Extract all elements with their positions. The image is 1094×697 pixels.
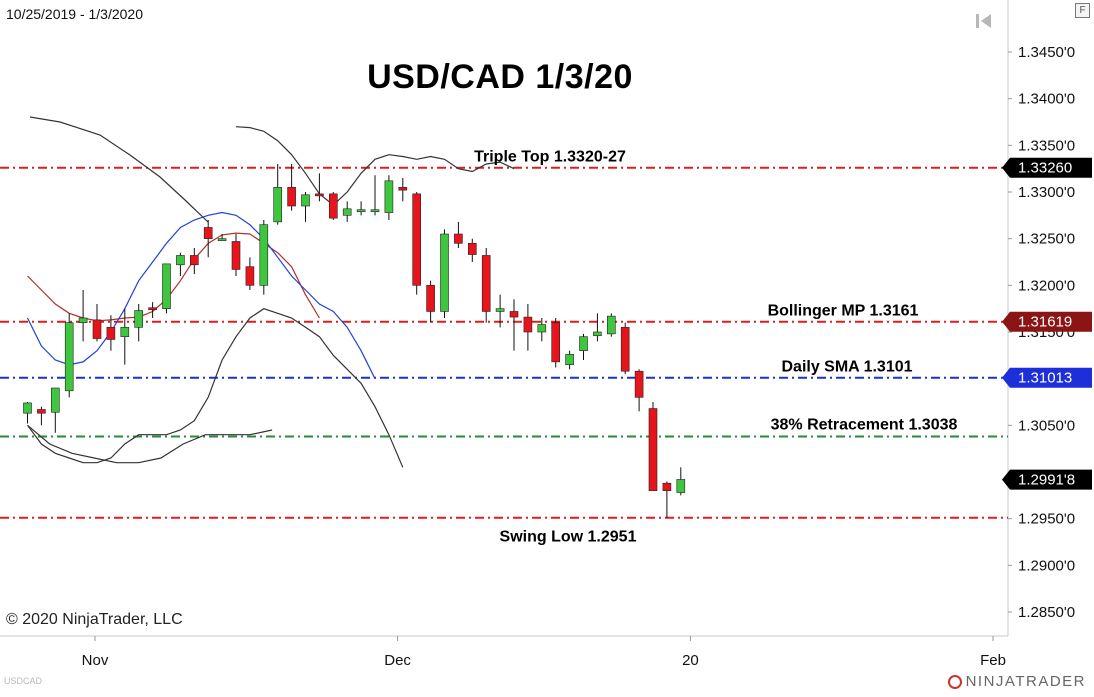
level-annotation: Triple Top 1.3320-27 bbox=[474, 149, 626, 166]
candle-body bbox=[315, 193, 324, 197]
candle-body bbox=[176, 255, 185, 266]
sma-line bbox=[26, 211, 376, 379]
y-tick-label: 1.3050'0 bbox=[1018, 417, 1075, 434]
x-tick-label: Feb bbox=[980, 652, 1006, 669]
y-tick-label: 1.3250'0 bbox=[1018, 231, 1075, 248]
ninjatrader-logo-icon bbox=[947, 674, 962, 689]
candle-body bbox=[634, 370, 644, 398]
candle-body bbox=[356, 209, 366, 213]
current-price-badge-label: 1.2991'8 bbox=[1018, 472, 1075, 489]
candle-body bbox=[551, 322, 561, 363]
candle-body bbox=[106, 327, 116, 340]
candle-body bbox=[398, 187, 408, 191]
y-tick-label: 1.2900'0 bbox=[1018, 557, 1075, 574]
candle-body bbox=[23, 402, 32, 414]
candle-body bbox=[64, 322, 74, 392]
candle-body bbox=[287, 187, 296, 207]
bollinger-lower-line bbox=[27, 308, 404, 468]
candle-body bbox=[259, 224, 269, 286]
candle-body bbox=[162, 263, 171, 309]
candle-body bbox=[509, 311, 519, 318]
candle-body bbox=[92, 319, 102, 339]
candle-body bbox=[454, 233, 463, 244]
instrument-label: USDCAD bbox=[4, 676, 43, 686]
candle-body bbox=[245, 266, 255, 286]
brand-logo: NINJATRADER bbox=[947, 673, 1086, 690]
candle-body bbox=[412, 193, 422, 286]
bollinger-upper-line bbox=[235, 126, 515, 206]
y-tick-label: 1.3450'0 bbox=[1018, 44, 1075, 61]
candle-body bbox=[50, 387, 60, 413]
level-price-badge-label: 1.33260 bbox=[1018, 160, 1072, 177]
candle-body bbox=[342, 208, 352, 216]
candle-body bbox=[78, 317, 88, 323]
candle-body bbox=[426, 285, 435, 312]
level-price-badge-label: 1.31013 bbox=[1018, 370, 1072, 387]
level-annotation: Bollinger MP 1.3161 bbox=[768, 303, 919, 320]
level-price-badge bbox=[1002, 157, 1092, 178]
candle-body bbox=[495, 308, 505, 312]
current-price-badge bbox=[1002, 469, 1092, 490]
candle-body bbox=[676, 479, 686, 493]
f-button[interactable]: F bbox=[1075, 3, 1090, 18]
y-tick-label: 1.2850'0 bbox=[1018, 604, 1075, 621]
candle-body bbox=[481, 255, 491, 312]
candle-body bbox=[523, 316, 533, 333]
x-tick-label: Nov bbox=[82, 652, 109, 669]
bollinger-mid-line bbox=[27, 232, 320, 322]
level-price-badge-label: 1.31619 bbox=[1018, 314, 1072, 331]
candle-body bbox=[134, 310, 143, 328]
candle-body bbox=[467, 243, 477, 255]
candle-body bbox=[120, 327, 130, 337]
candle-body bbox=[606, 315, 616, 335]
y-tick-label: 1.2950'0 bbox=[1018, 511, 1075, 528]
bollinger-lower-left-line bbox=[27, 424, 273, 464]
candle-body bbox=[217, 238, 227, 241]
candle-body bbox=[579, 336, 588, 351]
candle-body bbox=[37, 409, 46, 414]
level-annotation: 38% Retracement 1.3038 bbox=[771, 417, 958, 434]
y-tick-label: 1.3400'0 bbox=[1018, 91, 1075, 108]
candle-body bbox=[203, 227, 213, 239]
candle-body bbox=[370, 209, 380, 213]
brand-name: NINJATRADER bbox=[965, 673, 1086, 690]
level-price-badge bbox=[1002, 367, 1092, 388]
level-annotation: Daily SMA 1.3101 bbox=[781, 359, 912, 376]
candle-body bbox=[190, 255, 199, 266]
date-range: 10/25/2019 - 1/3/2020 bbox=[6, 6, 144, 22]
candle-body bbox=[565, 354, 574, 365]
candle-body bbox=[620, 327, 630, 372]
chart-title: USD/CAD 1/3/20 bbox=[367, 58, 633, 96]
copyright-notice: © 2020 NinjaTrader, LLC bbox=[6, 611, 183, 628]
candle-body bbox=[328, 193, 338, 219]
candle-body bbox=[273, 187, 283, 223]
y-tick-label: 1.3300'0 bbox=[1018, 184, 1075, 201]
candle-body bbox=[301, 194, 310, 207]
candle-body bbox=[384, 180, 394, 213]
candle-body bbox=[231, 241, 241, 270]
candle-body bbox=[662, 482, 672, 491]
candle-body bbox=[440, 233, 449, 312]
candle-body bbox=[537, 324, 547, 333]
y-tick-label: 1.3350'0 bbox=[1018, 137, 1075, 154]
candle-body bbox=[593, 331, 602, 337]
bollinger-upper-left-line bbox=[29, 116, 209, 223]
scroll-to-start-icon[interactable] bbox=[975, 12, 993, 30]
y-tick-label: 1.3200'0 bbox=[1018, 277, 1075, 294]
candle-body bbox=[148, 307, 157, 311]
level-price-badge bbox=[1002, 311, 1092, 332]
x-tick-label: 20 bbox=[682, 652, 699, 669]
x-tick-label: Dec bbox=[384, 652, 411, 669]
level-annotation: Swing Low 1.2951 bbox=[500, 529, 637, 546]
candle-body bbox=[648, 408, 658, 491]
